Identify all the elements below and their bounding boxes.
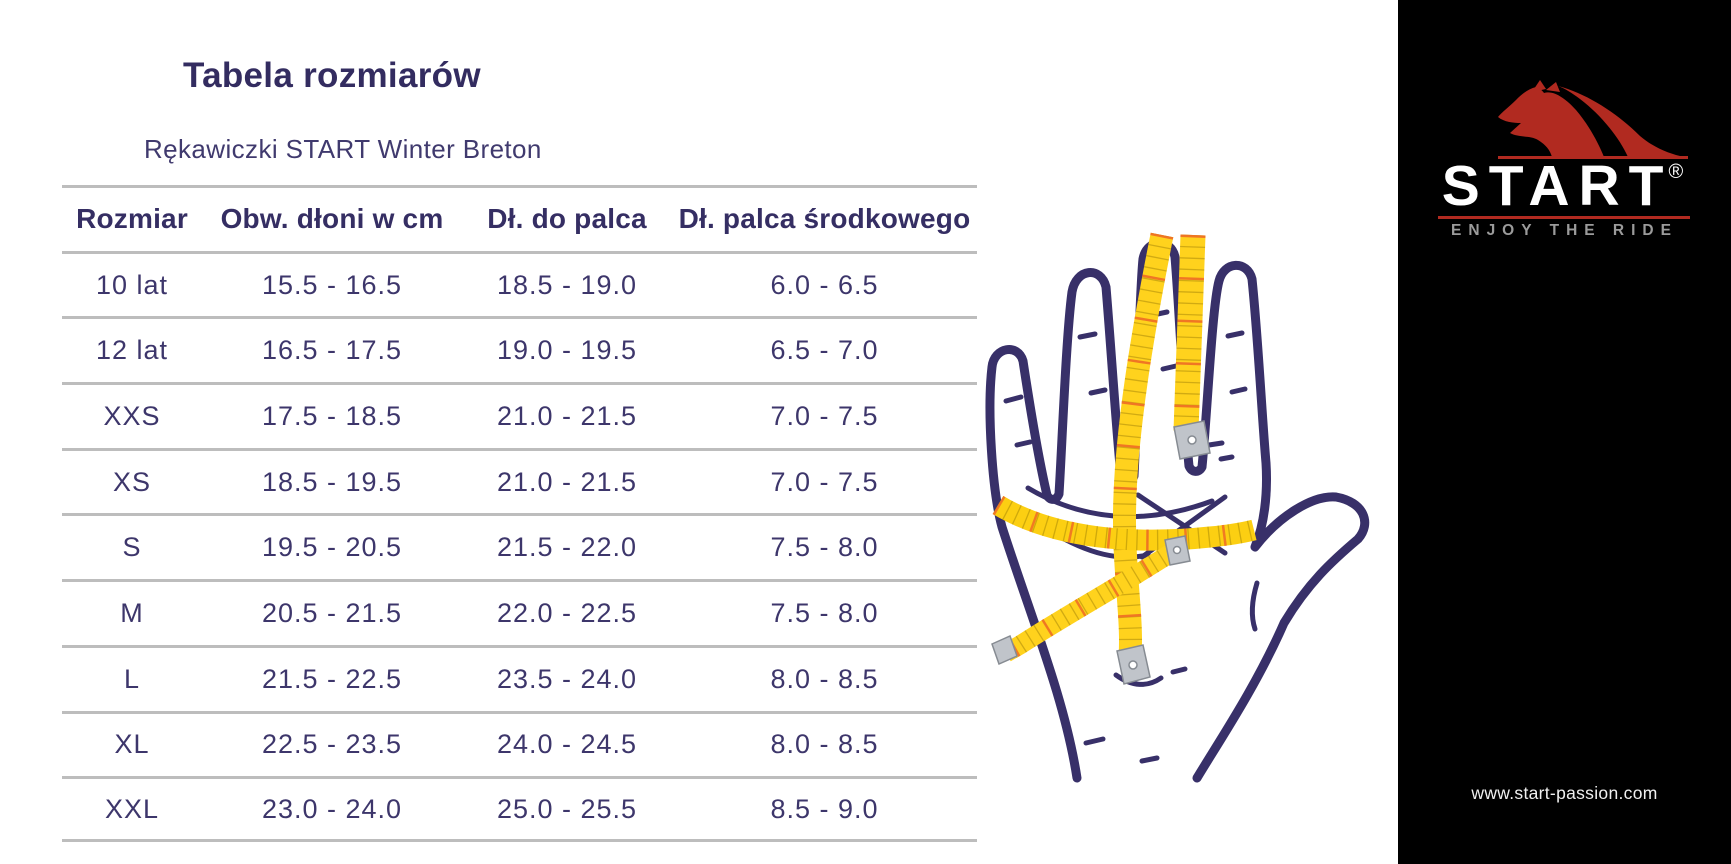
tape-end-clasp bbox=[1116, 644, 1151, 685]
middle-finger-cell: 7.5 - 8.0 bbox=[770, 597, 879, 628]
horse-head-logo-icon bbox=[1498, 80, 1684, 157]
page-title: Tabela rozmiarów bbox=[183, 56, 481, 95]
hand-with-measuring-tape-illustration bbox=[985, 232, 1370, 783]
brand-website: www.start-passion.com bbox=[1471, 783, 1658, 803]
table-row: M 20.5 - 21.5 22.0 - 22.5 7.5 - 8.0 bbox=[62, 579, 977, 645]
length-cell: 19.0 - 19.5 bbox=[496, 335, 638, 366]
size-cell: M bbox=[120, 597, 144, 628]
circumference-cell: 23.0 - 24.0 bbox=[261, 793, 403, 824]
middle-finger-cell: 6.0 - 6.5 bbox=[770, 269, 879, 300]
length-cell: 18.5 - 19.0 bbox=[496, 269, 638, 300]
table-row: 12 lat 16.5 - 17.5 19.0 - 19.5 6.5 - 7.0 bbox=[62, 316, 977, 382]
middle-finger-cell: 7.0 - 7.5 bbox=[770, 466, 879, 497]
middle-finger-cell: 8.0 - 8.5 bbox=[770, 663, 879, 694]
table-row: XXL 23.0 - 24.0 25.0 - 25.5 8.5 - 9.0 bbox=[62, 776, 977, 842]
logo-red-rule-bottom bbox=[1438, 216, 1690, 219]
middle-finger-cell: 8.5 - 9.0 bbox=[770, 793, 879, 824]
size-cell: XL bbox=[114, 729, 150, 760]
product-subtitle: Rękawiczki START Winter Breton bbox=[144, 134, 542, 164]
length-cell: 22.0 - 22.5 bbox=[496, 597, 638, 628]
brand-tagline: ENJOY THE RIDE bbox=[1451, 222, 1678, 239]
circumference-cell: 18.5 - 19.5 bbox=[261, 466, 403, 497]
circumference-cell: 20.5 - 21.5 bbox=[261, 597, 403, 628]
brand-panel: START® ENJOY THE RIDE www.start-passion.… bbox=[1398, 0, 1731, 864]
table-row: XS 18.5 - 19.5 21.0 - 21.5 7.0 - 7.5 bbox=[62, 447, 977, 514]
size-table: Rozmiar Obw. dłoni w cm Dł. do palca Dł.… bbox=[62, 185, 977, 842]
circumference-cell: 21.5 - 22.5 bbox=[261, 663, 403, 694]
column-header-middle-finger-length: Dł. palca środkowego bbox=[678, 203, 971, 235]
size-cell: 10 lat bbox=[95, 269, 169, 300]
length-cell: 24.0 - 24.5 bbox=[496, 729, 638, 760]
size-cell: L bbox=[123, 663, 141, 694]
table-row: XXS 17.5 - 18.5 21.0 - 21.5 7.0 - 7.5 bbox=[62, 382, 977, 448]
size-cell: XXS bbox=[103, 400, 161, 431]
middle-finger-cell: 8.0 - 8.5 bbox=[770, 729, 879, 760]
middle-finger-cell: 7.0 - 7.5 bbox=[770, 400, 879, 431]
table-row: S 19.5 - 20.5 21.5 - 22.0 7.5 - 8.0 bbox=[62, 513, 977, 579]
circumference-cell: 19.5 - 20.5 bbox=[261, 532, 403, 563]
table-header-row: Rozmiar Obw. dłoni w cm Dł. do palca Dł.… bbox=[62, 185, 977, 251]
circumference-cell: 16.5 - 17.5 bbox=[261, 335, 403, 366]
size-cell: XXL bbox=[104, 793, 160, 824]
measuring-tape-short bbox=[1173, 234, 1211, 460]
column-header-size: Rozmiar bbox=[76, 203, 188, 235]
length-cell: 21.0 - 21.5 bbox=[496, 400, 638, 431]
circumference-cell: 22.5 - 23.5 bbox=[261, 729, 403, 760]
circumference-cell: 17.5 - 18.5 bbox=[261, 400, 403, 431]
logo-red-rule-top bbox=[1498, 156, 1688, 159]
size-cell: 12 lat bbox=[95, 335, 169, 366]
measuring-tape-vertical bbox=[1113, 232, 1174, 658]
column-header-hand-circumference: Obw. dłoni w cm bbox=[220, 203, 444, 235]
length-cell: 21.0 - 21.5 bbox=[496, 466, 638, 497]
length-cell: 23.5 - 24.0 bbox=[496, 663, 638, 694]
table-row: XL 22.5 - 23.5 24.0 - 24.5 8.0 - 8.5 bbox=[62, 710, 977, 777]
measuring-tape-tail bbox=[991, 535, 1191, 666]
registered-trademark-icon: ® bbox=[1668, 161, 1684, 183]
size-cell: S bbox=[122, 532, 142, 563]
circumference-cell: 15.5 - 16.5 bbox=[261, 269, 403, 300]
table-row: L 21.5 - 22.5 23.5 - 24.0 8.0 - 8.5 bbox=[62, 644, 977, 711]
middle-finger-cell: 6.5 - 7.0 bbox=[770, 335, 879, 366]
middle-finger-cell: 7.5 - 8.0 bbox=[770, 532, 879, 563]
column-header-length-to-finger: Dł. do palca bbox=[487, 203, 647, 235]
length-cell: 25.0 - 25.5 bbox=[496, 793, 638, 824]
length-cell: 21.5 - 22.0 bbox=[496, 532, 638, 563]
brand-name: START® bbox=[1441, 154, 1684, 218]
table-row: 10 lat 15.5 - 16.5 18.5 - 19.0 6.0 - 6.5 bbox=[62, 250, 977, 317]
size-cell: XS bbox=[112, 466, 152, 497]
